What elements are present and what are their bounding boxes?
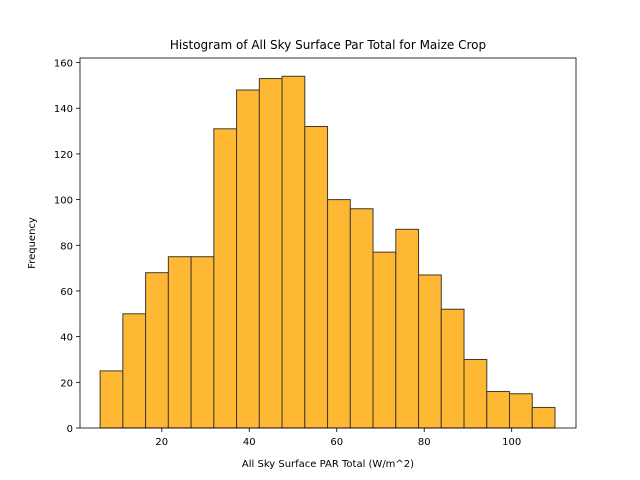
histogram-bar	[167, 256, 192, 429]
x-tick-label: 40	[243, 437, 256, 448]
y-tick-label: 120	[54, 150, 73, 161]
y-tick-label: 0	[67, 424, 73, 435]
histogram-bar	[372, 251, 397, 429]
bars-group	[99, 75, 556, 429]
x-tick-label: 80	[418, 437, 431, 448]
histogram-bar	[349, 208, 374, 429]
histogram-bar	[531, 406, 556, 429]
histogram-bar	[486, 390, 511, 429]
y-tick-label: 80	[60, 241, 73, 252]
x-axis-ticks: 20 40 60 80 100	[155, 428, 521, 448]
y-axis-title: Frequency	[27, 217, 38, 269]
y-tick-label: 140	[54, 104, 73, 115]
x-axis-title: All Sky Surface PAR Total (W/m^2)	[242, 459, 414, 470]
histogram-bar	[99, 370, 124, 429]
plot-frame	[79, 57, 577, 429]
histogram-bar	[463, 358, 488, 429]
x-tick-label: 100	[502, 437, 521, 448]
histogram-bar	[236, 89, 260, 429]
histogram-bar	[509, 393, 533, 429]
histogram-bar	[258, 78, 283, 429]
x-tick-label: 60	[330, 437, 343, 448]
y-tick-label: 20	[60, 378, 73, 389]
y-tick-label: 40	[60, 333, 73, 344]
histogram-bar	[440, 308, 465, 429]
histogram-bar	[418, 274, 442, 429]
histogram-bar	[395, 228, 420, 429]
histogram-bar	[327, 199, 351, 429]
y-tick-label: 100	[54, 196, 73, 207]
histogram-bar	[281, 75, 306, 429]
chart-title: Histogram of All Sky Surface Par Total f…	[170, 38, 486, 52]
histogram-bar	[122, 313, 147, 429]
y-tick-label: 160	[54, 59, 73, 70]
histogram-bar	[213, 128, 238, 429]
histogram-bar	[190, 256, 215, 429]
histogram-bar	[304, 126, 329, 429]
histogram-bar	[145, 272, 169, 429]
y-tick-label: 60	[60, 287, 73, 298]
x-tick-label: 20	[155, 437, 168, 448]
y-axis-ticks: 0 20 40 60 80 100 120 140 160	[54, 59, 80, 435]
